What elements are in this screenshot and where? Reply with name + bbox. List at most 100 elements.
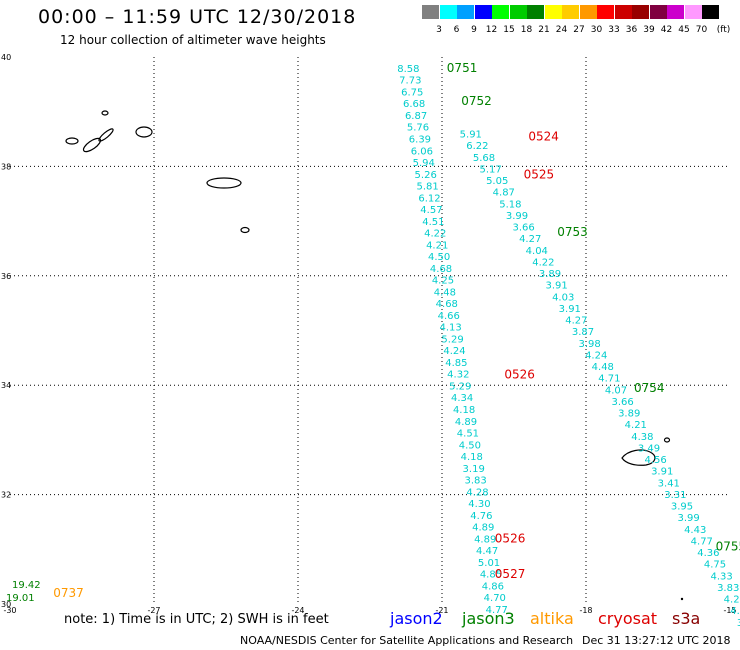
swh-value: 19.01 [6,593,35,604]
swh-value: 4.70 [484,593,506,604]
swh-value: 4.68 [436,299,458,310]
legend-label: 70 [695,25,708,35]
legend-swatch [649,5,667,19]
island-outline [101,110,109,116]
legend-swatch [544,5,562,19]
swh-value: 4.21 [426,240,448,251]
legend-unit: (ft) [716,25,731,35]
swh-value: 4.85 [445,358,467,369]
lon-tick-label: -27 [147,606,160,615]
swh-value: 5.26 [415,170,437,181]
swh-value: 4.33 [710,571,732,582]
pass-time-label: 0751 [447,61,478,75]
legend-swatch [422,5,439,19]
lat-tick-label: 30 [1,600,11,609]
satellite-label: cryosat [598,609,658,628]
lon-tick-label: -24 [291,606,304,615]
swh-value: 4.24 [585,350,607,361]
generation-timestamp: Dec 31 13:27:12 UTC 2018 [582,634,731,647]
swh-value: 3.98 [578,339,600,350]
swh-value: 3.99 [677,513,699,524]
swh-value: 4.28 [466,487,488,498]
swh-value: 5.76 [407,123,429,134]
swh-value: 3.83 [464,476,486,487]
island-outline [98,128,114,142]
pass-time-label: 0755 [716,540,740,554]
swh-value: 3.87 [572,327,594,338]
footer-note: note: 1) Time is in UTC; 2) SWH is in fe… [64,612,329,627]
island-outline [621,449,656,466]
swh-value: 3.66 [611,397,633,408]
island-outline [240,226,250,234]
swh-value: 4.22 [724,595,740,606]
pass-time-label: 0526 [495,531,526,545]
satellite-label: s3a [672,609,701,628]
swh-value: 4.25 [730,606,740,617]
swh-value: 4.13 [440,323,462,334]
legend-label: 39 [643,25,655,35]
island-outline [82,137,102,153]
legend-label: 30 [590,25,603,35]
swh-value: 7.73 [399,76,421,87]
legend-label: 45 [678,25,690,35]
legend-swatch [509,5,527,19]
legend-label: 36 [625,25,638,35]
lat-tick-label: 38 [1,162,11,171]
swh-value: 4.56 [644,455,666,466]
satellite-label: jason2 [390,609,443,628]
swh-value: 4.21 [625,420,647,431]
swh-value: 3.91 [545,281,567,292]
legend-label: 12 [485,25,498,35]
legend-swatch [684,5,702,19]
swh-value: 6.39 [409,135,431,146]
swh-value: 4.47 [476,546,498,557]
swh-value: 5.05 [486,176,508,187]
swh-value: 4.32 [447,370,469,381]
swh-value: 5.94 [413,158,435,169]
island-outline [65,137,79,145]
swh-value: 4.48 [592,362,614,373]
swh-value: 4.57 [420,205,442,216]
swh-value: 4.07 [605,385,627,396]
pass-time-label: 0526 [504,367,535,381]
pass-time-label: 0527 [495,567,526,581]
lat-tick-label: 34 [1,381,11,390]
swh-value: 3.41 [658,478,680,489]
legend-label: 9 [471,25,477,35]
swh-value: 5.68 [473,153,495,164]
swh-value: 4.38 [631,432,653,443]
swh-value: 6.22 [466,141,488,152]
pass-time-label: 0524 [528,129,559,143]
pass-time-label: 0525 [524,168,555,182]
swh-value: 4.25 [432,276,454,287]
swh-value: 5.29 [449,381,471,392]
swh-value: 4.89 [474,534,496,545]
swh-value: 3.91 [651,467,673,478]
lat-tick-label: 32 [1,491,11,500]
legend-swatch [632,5,649,19]
swh-value: 4.22 [424,229,446,240]
legend-label: 3 [436,25,442,35]
satellite-label: jason3 [462,609,515,628]
swh-value: 6.06 [411,146,433,157]
legend-swatch [614,5,632,19]
lon-tick-label: -18 [579,606,592,615]
page-subtitle: 12 hour collection of altimeter wave hei… [60,33,326,47]
swh-value: 4.34 [451,393,473,404]
legend-label: 42 [660,25,673,35]
swh-value: 3.89 [618,409,640,420]
satellite-label: altika [530,609,574,628]
swh-value: 4.03 [552,292,574,303]
swh-value: 3.89 [539,269,561,280]
legend-swatch [474,5,492,19]
swh-value: 4.30 [468,499,490,510]
swh-value: 4.48 [434,287,456,298]
swh-value: 5.18 [499,199,521,210]
swh-value: 6.75 [401,87,423,98]
legend-swatch [439,5,457,19]
swh-value: 4.27 [565,316,587,327]
swh-value: 4.04 [526,246,548,257]
lon-tick-label: -21 [435,606,448,615]
swh-value: 4.36 [697,548,719,559]
